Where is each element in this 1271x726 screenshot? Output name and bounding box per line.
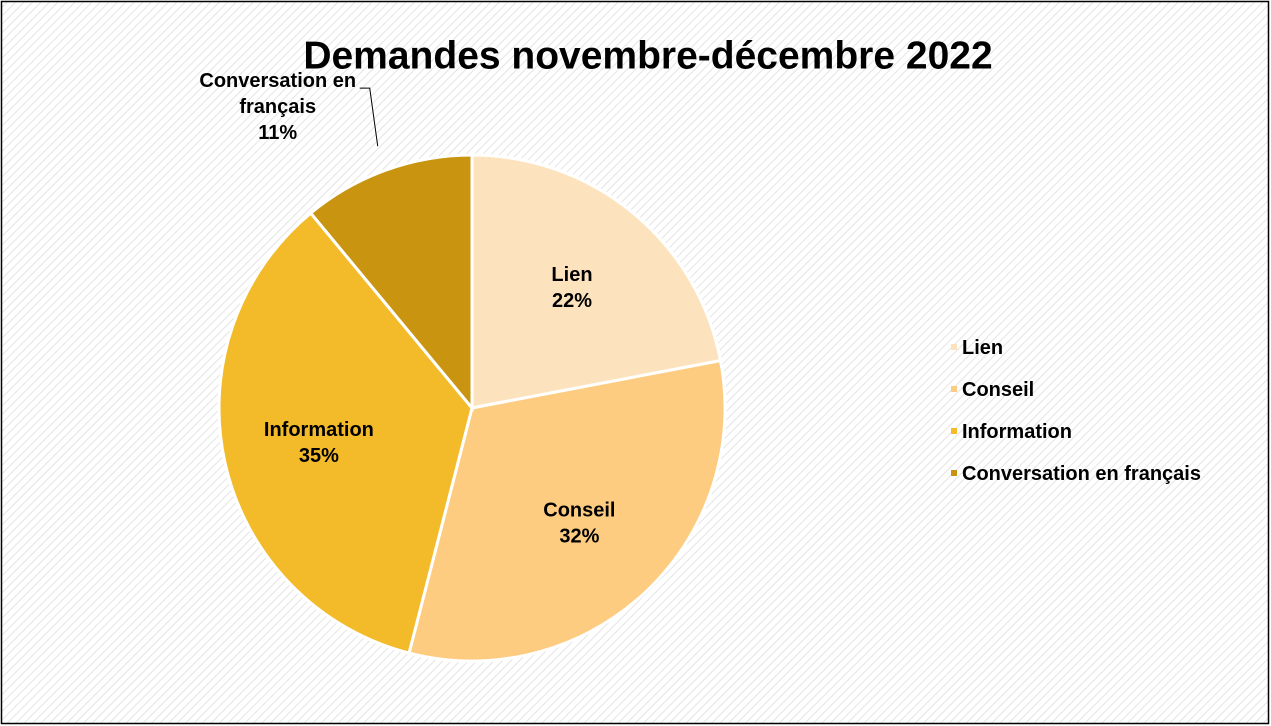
data-label-line: Conversation en [199,70,356,92]
data-label-line: 35% [299,445,339,467]
chart-title: Demandes novembre-décembre 2022 [303,34,992,77]
data-label: Information 35% [264,419,374,467]
legend-label: Lien [962,337,1003,359]
pie-slice [470,153,723,410]
legend-label: Conseil [962,379,1034,401]
legend-label: Information [962,421,1072,443]
pie-slice [407,358,727,663]
legend-swatch [951,470,957,476]
data-label-line: 22% [552,290,592,312]
data-label-line: 11% [258,122,297,144]
legend-swatch [951,428,957,434]
data-label-line: Lien [551,264,592,286]
data-label-line: Conseil [543,499,615,521]
data-label: Conversation en français 11% [199,70,356,144]
legend-swatch [951,344,957,350]
data-label-line: français [239,96,316,118]
data-label-line: 32% [559,525,599,547]
legend-label: Conversation en français [962,463,1201,485]
leader-line [359,87,379,147]
data-label-line: Information [264,419,374,441]
pie-slice [217,210,474,655]
legend-swatch [951,386,957,392]
pie-slice [308,153,474,413]
data-label: Conseil 32% [543,499,615,547]
data-label: Lien 22% [551,264,592,312]
